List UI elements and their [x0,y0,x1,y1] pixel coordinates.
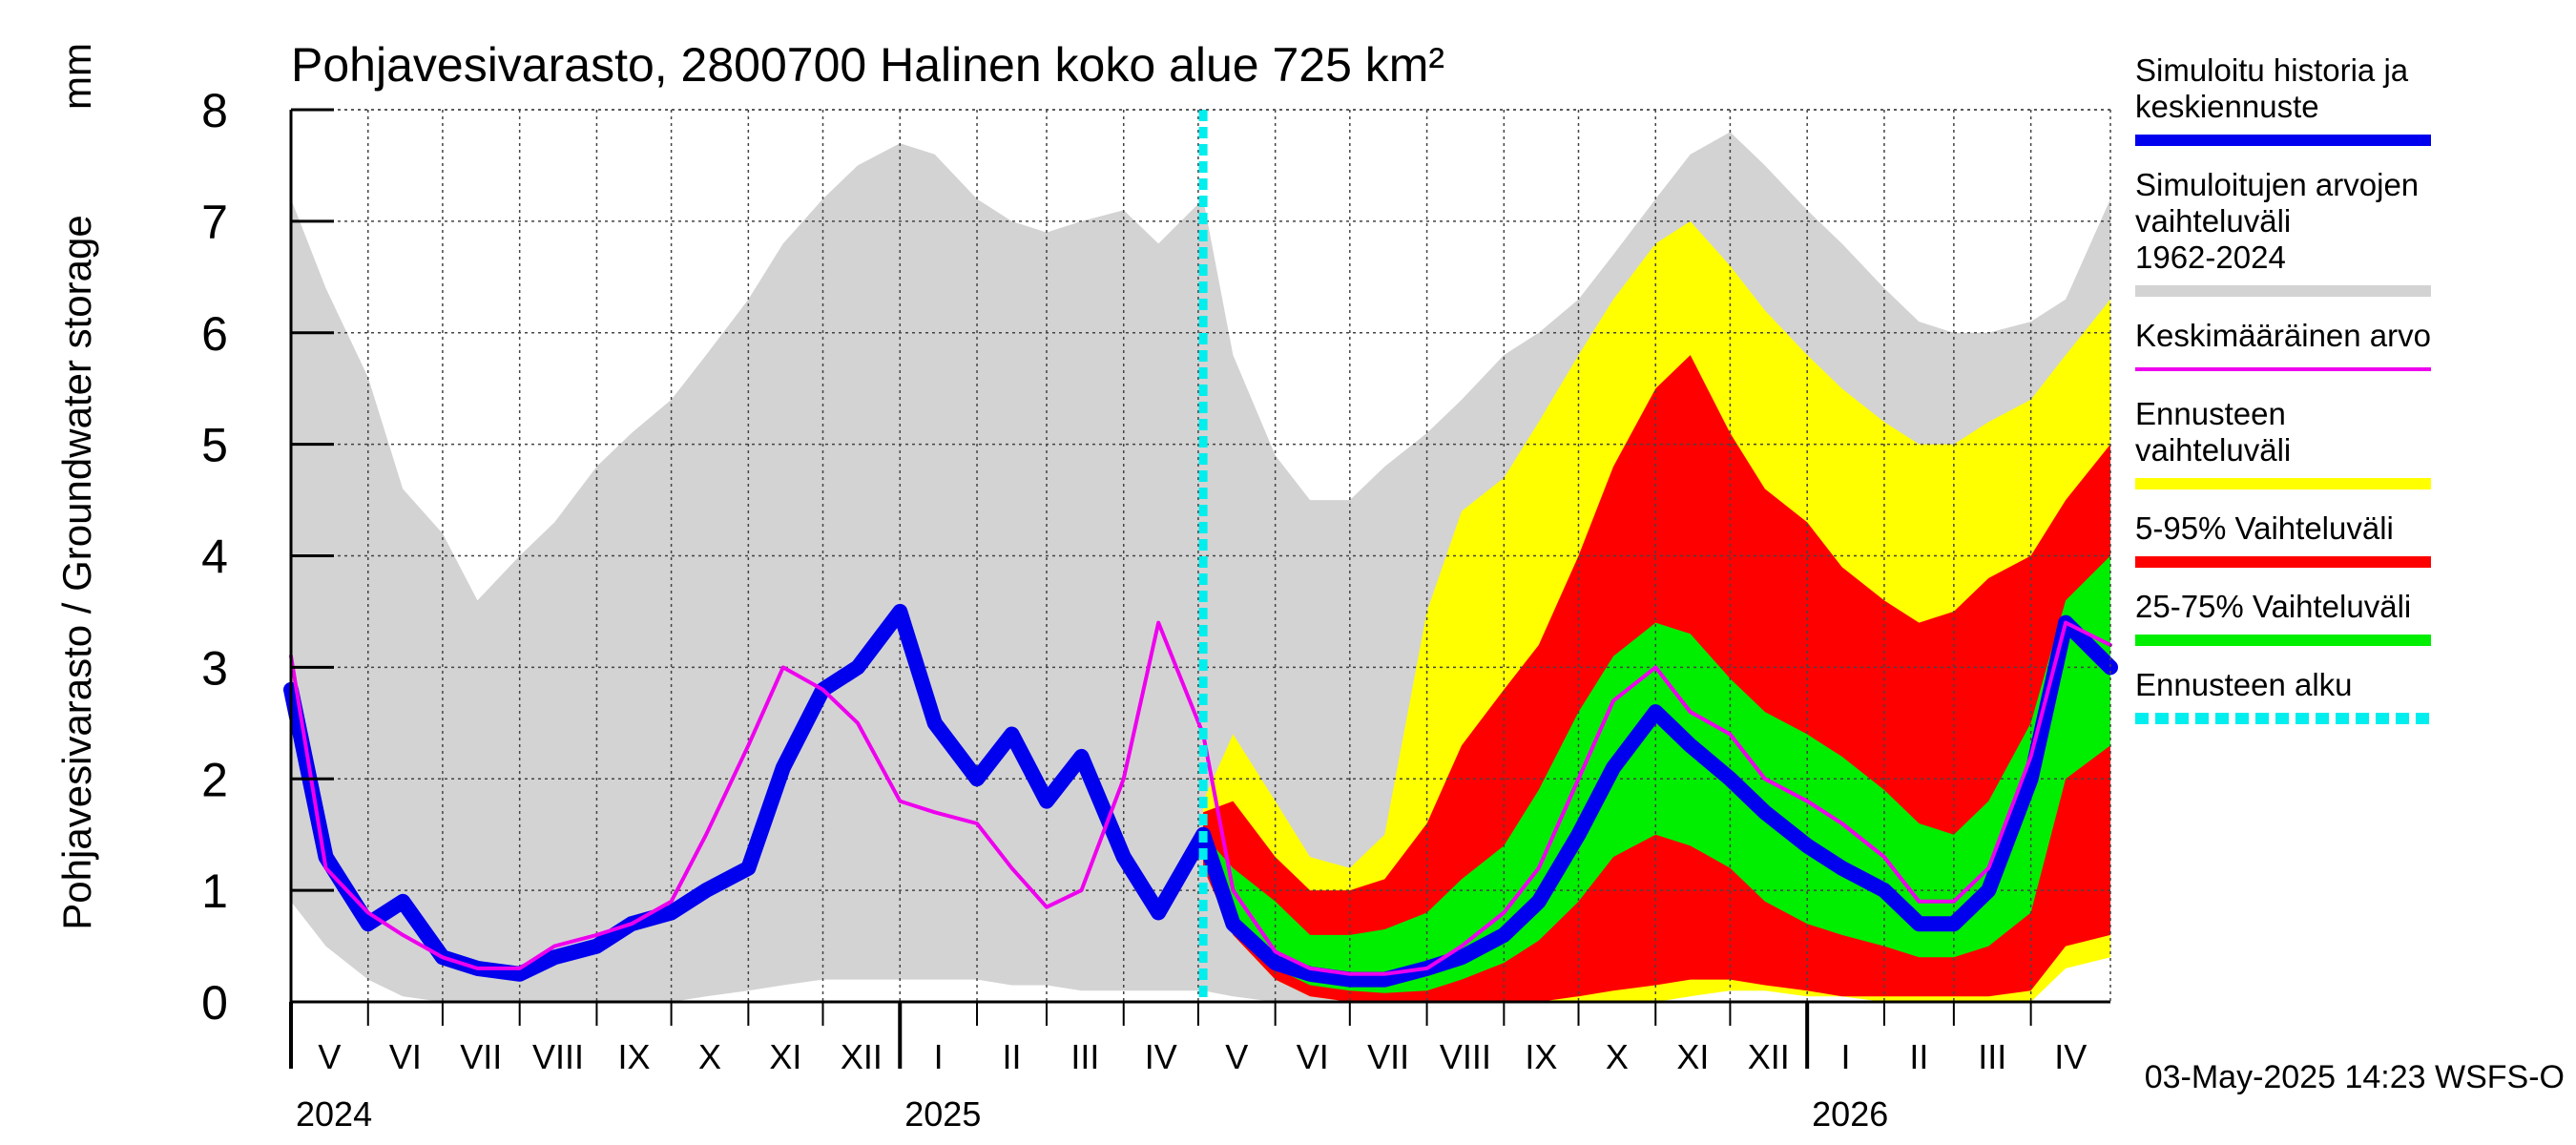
legend-label-2-0: Keskimääräinen arvo [2135,318,2431,353]
month-label-19: XII [1748,1037,1790,1076]
x-ticks: V VI VII VIII IX X XI XII I II III IV V VI VII VIII IX X X… [289,1002,2087,1134]
legend-label-1-1: vaihteluväli [2135,203,2291,239]
month-label-21: II [1909,1037,1928,1076]
legend-label-4-0: 5-95% Vaihteluväli [2135,510,2394,546]
y-axis-label: Pohjavesivarasto / Groundwater storage [54,215,99,929]
month-label-16: IX [1525,1037,1557,1076]
month-label-12: V [1225,1037,1248,1076]
year-label-1: 2025 [904,1094,981,1134]
year-label-0: 2024 [296,1094,372,1134]
y-tick-label-7: 7 [201,196,228,249]
month-label-5: X [698,1037,721,1076]
year-label-2: 2026 [1812,1094,1888,1134]
legend-label-5-0: 25-75% Vaihteluväli [2135,589,2411,624]
month-label-1: VI [389,1037,422,1076]
legend-label-6-0: Ennusteen alku [2135,667,2353,702]
legend-label-3-1: vaihteluväli [2135,432,2291,468]
month-label-7: XII [841,1037,883,1076]
month-label-3: VIII [532,1037,584,1076]
y-tick-label-4: 4 [201,531,228,584]
month-label-6: XI [769,1037,801,1076]
legend-label-0-0: Simuloitu historia ja [2135,52,2409,88]
y-axis-unit: mm [54,43,99,110]
month-label-0: V [318,1037,341,1076]
y-tick-label-2: 2 [201,753,228,806]
month-label-17: X [1606,1037,1629,1076]
legend-label-3-0: Ennusteen [2135,396,2286,431]
y-tick-label-3: 3 [201,641,228,695]
month-label-9: II [1002,1037,1021,1076]
y-tick-label-1: 1 [201,864,228,918]
month-label-20: I [1841,1037,1851,1076]
y-tick-label-5: 5 [201,419,228,472]
month-label-8: I [934,1037,944,1076]
month-label-18: XI [1676,1037,1709,1076]
month-label-23: IV [2054,1037,2087,1076]
month-label-4: IX [618,1037,651,1076]
month-label-10: III [1070,1037,1099,1076]
month-label-13: VI [1297,1037,1329,1076]
legend-label-1-2: 1962-2024 [2135,239,2286,275]
series-lines [283,110,2118,1002]
legend-label-0-1: keskiennuste [2135,89,2319,124]
timestamp-footer: 03-May-2025 14:23 WSFS-O [2145,1059,2565,1095]
chart-title: Pohjavesivarasto, 2800700 Halinen koko a… [291,38,1444,92]
legend-label-1-0: Simuloitujen arvojen [2135,167,2419,202]
y-tick-label-0: 0 [201,976,228,1030]
y-tick-label-8: 8 [201,84,228,137]
month-label-15: VIII [1440,1037,1491,1076]
month-label-22: III [1978,1037,2006,1076]
y-ticks: 0 1 2 3 4 5 6 7 8 [201,84,334,1030]
month-label-14: VII [1367,1037,1409,1076]
y-tick-label-6: 6 [201,307,228,361]
month-label-2: VII [460,1037,502,1076]
grid-lines [291,109,2110,1002]
month-label-11: IV [1145,1037,1177,1076]
